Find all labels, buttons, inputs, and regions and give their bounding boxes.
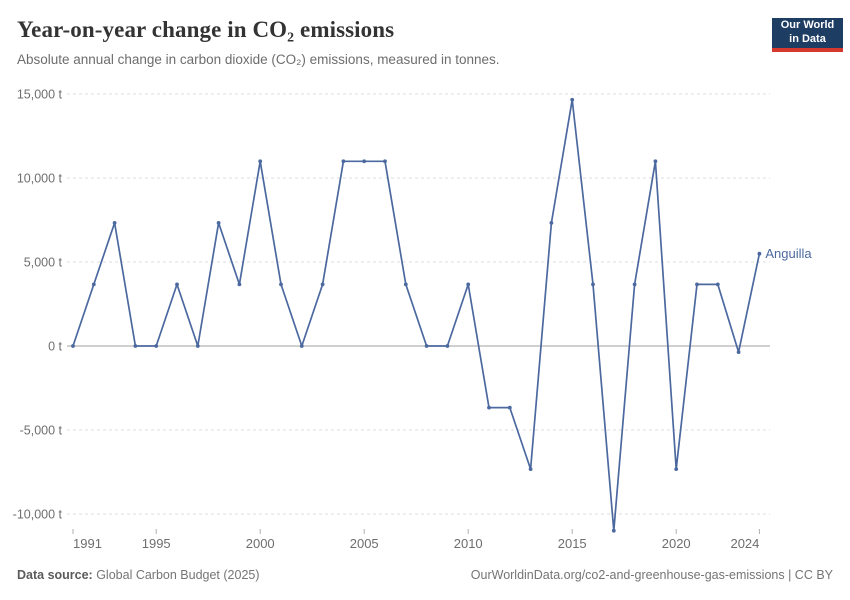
y-axis-tick-label: 15,000 t	[17, 88, 63, 102]
x-axis-tick-label: 1991	[73, 536, 102, 551]
x-axis-tick-label: 2015	[558, 536, 587, 551]
data-point-marker[interactable]	[362, 159, 367, 164]
owid-logo-line1: Our World	[780, 19, 835, 32]
owid-logo-line2: in Data	[789, 33, 826, 45]
data-point-marker[interactable]	[611, 528, 616, 533]
data-point-marker[interactable]	[715, 282, 720, 287]
anguilla-line-series[interactable]	[72, 98, 761, 532]
owid-url-text[interactable]: OurWorldinData.org/co2-and-greenhouse-ga…	[470, 568, 833, 582]
data-point-marker[interactable]	[195, 344, 200, 348]
data-point-marker[interactable]	[237, 282, 242, 287]
x-axis-tick-label: 2000	[246, 536, 275, 551]
data-point-marker[interactable]	[175, 282, 179, 287]
data-point-marker[interactable]	[341, 159, 346, 164]
owid-logo[interactable]: Our World in Data	[772, 18, 843, 52]
x-axis-tick-label: 2024	[730, 536, 759, 551]
y-axis-tick-label: -10,000 t	[13, 508, 63, 522]
series-end-label[interactable]: Anguilla	[765, 246, 812, 261]
data-point-marker[interactable]	[424, 344, 429, 348]
data-point-marker[interactable]	[91, 282, 96, 287]
data-point-marker[interactable]	[403, 282, 408, 287]
data-point-marker[interactable]	[507, 405, 512, 410]
data-point-marker[interactable]	[757, 251, 762, 256]
page-title: Year-on-year change in CO₂ emissions	[17, 17, 395, 42]
data-point-marker[interactable]	[487, 405, 491, 410]
data-point-marker[interactable]	[549, 221, 554, 225]
x-axis-tick-label: 2020	[662, 536, 691, 551]
data-point-marker[interactable]	[154, 344, 159, 348]
data-point-marker[interactable]	[299, 344, 304, 348]
chart-footer: Data source: Global Carbon Budget (2025)…	[0, 568, 850, 592]
data-point-marker[interactable]	[528, 467, 533, 471]
data-point-marker[interactable]	[258, 159, 263, 164]
data-point-marker[interactable]	[736, 350, 741, 354]
x-axis-tick-label: 1995	[142, 536, 171, 551]
data-source-value: Global Carbon Budget (2025)	[92, 568, 260, 582]
data-point-marker[interactable]	[279, 282, 283, 287]
y-axis-tick-label: 10,000 t	[17, 172, 63, 186]
data-source-text: Data source: Global Carbon Budget (2025)	[17, 568, 260, 582]
data-point-marker[interactable]	[71, 344, 75, 348]
data-point-marker[interactable]	[674, 467, 679, 471]
data-point-marker[interactable]	[320, 282, 325, 287]
data-point-marker[interactable]	[445, 344, 450, 348]
data-source-label: Data source:	[17, 568, 93, 582]
data-point-marker[interactable]	[216, 221, 221, 225]
data-point-marker[interactable]	[570, 97, 575, 102]
data-point-marker[interactable]	[383, 159, 387, 164]
data-point-marker[interactable]	[112, 221, 117, 225]
data-point-marker[interactable]	[695, 282, 699, 287]
x-axis-tick-label: 2010	[454, 536, 483, 551]
chart-subtitle: Absolute annual change in carbon dioxide…	[17, 52, 500, 67]
x-axis-tick-label: 2005	[350, 536, 379, 551]
y-axis-tick-label: 0 t	[48, 340, 62, 354]
data-point-marker[interactable]	[466, 282, 471, 287]
y-axis-tick-label: -5,000 t	[20, 424, 63, 438]
y-axis-tick-label: 5,000 t	[24, 256, 63, 270]
data-point-marker[interactable]	[653, 159, 658, 164]
data-point-marker[interactable]	[591, 282, 595, 287]
data-point-marker[interactable]	[133, 344, 138, 348]
data-point-marker[interactable]	[632, 282, 637, 287]
